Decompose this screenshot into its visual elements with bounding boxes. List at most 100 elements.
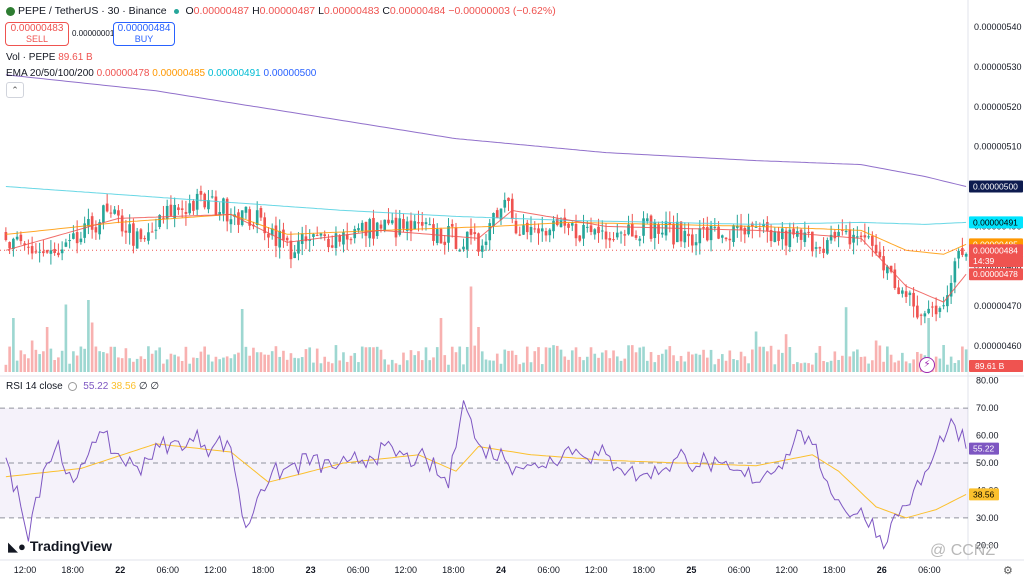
- candle-body[interactable]: [188, 203, 191, 214]
- candle-body[interactable]: [87, 218, 90, 227]
- candle-body[interactable]: [874, 244, 878, 254]
- candle-body[interactable]: [64, 242, 68, 247]
- candle-body[interactable]: [432, 224, 435, 241]
- candle-body[interactable]: [934, 305, 938, 315]
- candle-body[interactable]: [259, 208, 263, 218]
- candle-body[interactable]: [811, 231, 814, 252]
- ema-legend[interactable]: EMA 20/50/100/200 0.00000478 0.00000485 …: [6, 68, 316, 79]
- sell-button[interactable]: 0.00000483 SELL: [5, 22, 69, 46]
- candle-body[interactable]: [473, 232, 477, 235]
- candle-body[interactable]: [867, 236, 870, 238]
- symbol-title[interactable]: PEPE / TetherUS · 30 · Binance: [18, 5, 167, 17]
- candle-body[interactable]: [713, 226, 717, 228]
- candle-body[interactable]: [323, 234, 327, 237]
- candle-body[interactable]: [882, 256, 885, 271]
- candle-body[interactable]: [743, 227, 747, 235]
- candle-body[interactable]: [75, 232, 79, 244]
- candle-body[interactable]: [690, 234, 694, 246]
- candle-body[interactable]: [109, 212, 113, 214]
- candle-body[interactable]: [394, 217, 398, 238]
- candle-body[interactable]: [139, 229, 143, 240]
- candle-body[interactable]: [304, 236, 308, 242]
- candle-body[interactable]: [398, 218, 402, 235]
- candle-body[interactable]: [218, 212, 221, 216]
- candle-body[interactable]: [492, 212, 495, 227]
- candle-body[interactable]: [660, 232, 664, 235]
- gear-icon[interactable]: ⚙: [1003, 565, 1013, 577]
- tradingview-logo[interactable]: ◣● TradingView: [8, 538, 112, 555]
- candle-body[interactable]: [859, 235, 863, 238]
- candle-body[interactable]: [540, 228, 544, 232]
- candle-body[interactable]: [439, 228, 443, 244]
- candle-body[interactable]: [162, 217, 165, 219]
- candle-body[interactable]: [848, 229, 852, 245]
- candle-body[interactable]: [923, 313, 927, 317]
- candle-body[interactable]: [57, 252, 60, 256]
- candle-body[interactable]: [368, 219, 372, 239]
- candle-body[interactable]: [762, 223, 765, 227]
- candle-body[interactable]: [387, 219, 390, 224]
- candle-body[interactable]: [608, 238, 612, 241]
- candle-body[interactable]: [525, 222, 529, 233]
- candle-body[interactable]: [4, 232, 8, 240]
- candle-body[interactable]: [53, 248, 56, 253]
- candle-body[interactable]: [784, 230, 788, 246]
- candle-body[interactable]: [495, 210, 499, 219]
- candle-body[interactable]: [150, 231, 154, 233]
- candle-body[interactable]: [679, 221, 683, 242]
- collapse-legend-icon[interactable]: ⌃: [6, 82, 24, 98]
- candle-body[interactable]: [135, 231, 139, 249]
- candle-body[interactable]: [390, 220, 394, 224]
- candle-body[interactable]: [878, 251, 882, 258]
- candle-body[interactable]: [871, 235, 874, 246]
- candle-body[interactable]: [210, 196, 214, 198]
- candle-body[interactable]: [799, 229, 803, 240]
- candle-body[interactable]: [781, 228, 784, 240]
- candle-body[interactable]: [480, 245, 484, 252]
- candle-body[interactable]: [773, 231, 777, 242]
- candle-body[interactable]: [600, 230, 604, 232]
- candle-body[interactable]: [225, 198, 229, 222]
- candle-body[interactable]: [619, 232, 623, 234]
- candle-body[interactable]: [769, 229, 773, 242]
- buy-button[interactable]: 0.00000484 BUY: [113, 22, 175, 46]
- candle-body[interactable]: [327, 238, 330, 248]
- candle-body[interactable]: [720, 235, 724, 238]
- candle-body[interactable]: [736, 225, 739, 228]
- candle-body[interactable]: [593, 229, 597, 235]
- candle-body[interactable]: [94, 227, 98, 233]
- candle-body[interactable]: [942, 305, 945, 307]
- candle-body[interactable]: [330, 245, 334, 248]
- candle-body[interactable]: [435, 229, 439, 244]
- candle-body[interactable]: [379, 224, 383, 229]
- candle-body[interactable]: [154, 229, 158, 231]
- candle-body[interactable]: [27, 246, 30, 248]
- candle-body[interactable]: [469, 228, 473, 235]
- candle-body[interactable]: [147, 232, 150, 241]
- candle-body[interactable]: [638, 238, 642, 241]
- candle-body[interactable]: [267, 233, 270, 238]
- candle-body[interactable]: [120, 215, 124, 232]
- candle-body[interactable]: [612, 239, 615, 241]
- candle-body[interactable]: [702, 227, 705, 229]
- candle-body[interactable]: [465, 231, 469, 250]
- candle-body[interactable]: [383, 219, 387, 231]
- candle-body[interactable]: [555, 218, 559, 226]
- candle-body[interactable]: [458, 249, 462, 252]
- candle-body[interactable]: [90, 216, 94, 230]
- candle-body[interactable]: [240, 210, 244, 226]
- candle-body[interactable]: [792, 228, 795, 235]
- candle-body[interactable]: [143, 238, 146, 240]
- candle-body[interactable]: [413, 221, 417, 230]
- candle-body[interactable]: [567, 223, 570, 228]
- candle-body[interactable]: [668, 222, 672, 225]
- candle-body[interactable]: [263, 217, 267, 234]
- candle-body[interactable]: [724, 237, 728, 240]
- candle-body[interactable]: [372, 217, 375, 239]
- candle-body[interactable]: [537, 228, 540, 234]
- candle-body[interactable]: [477, 233, 480, 252]
- candle-body[interactable]: [687, 233, 690, 237]
- candle-body[interactable]: [916, 305, 919, 318]
- candle-body[interactable]: [248, 209, 252, 226]
